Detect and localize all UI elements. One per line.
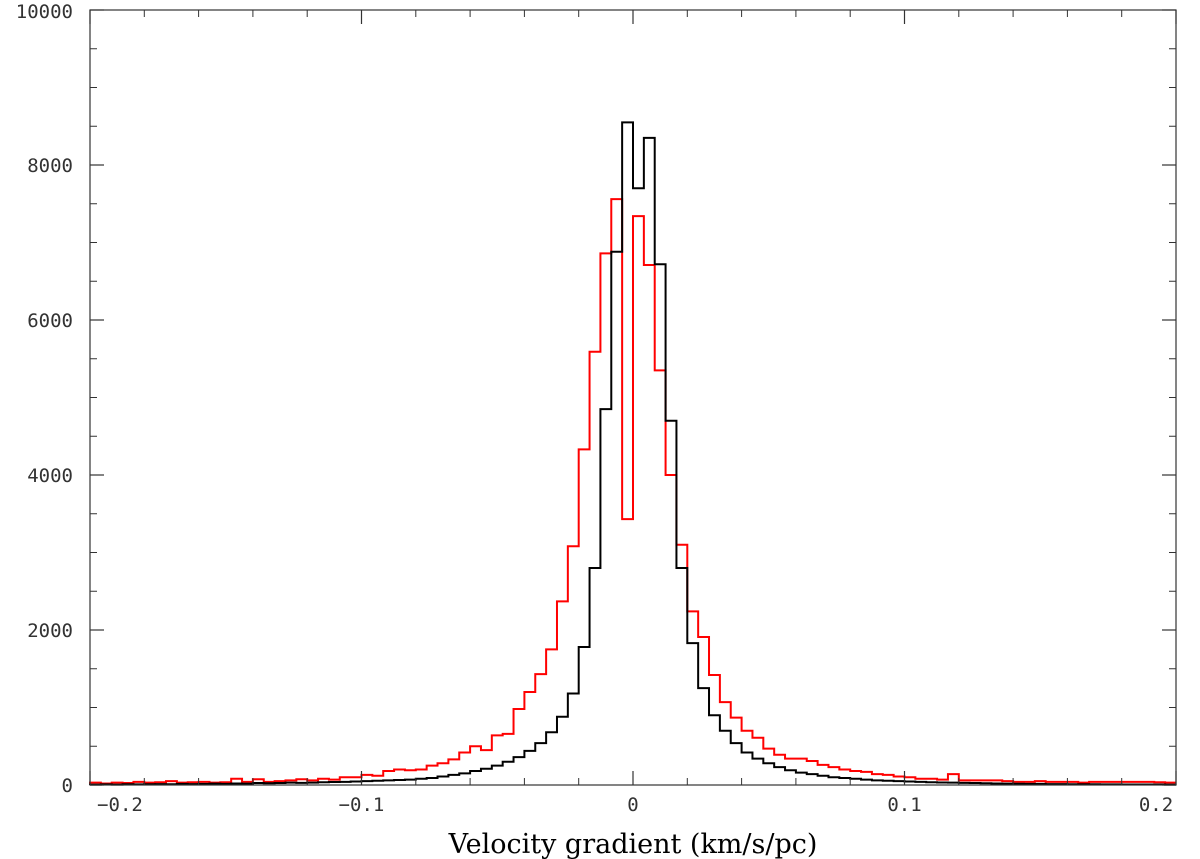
- y-tick-label: 0: [62, 775, 73, 797]
- y-tick-label: 4000: [27, 465, 73, 487]
- tick-layer: [89, 9, 1177, 786]
- x-tick-label: −0.1: [339, 794, 385, 816]
- x-axis-title: Velocity gradient (km/s/pc): [448, 829, 818, 859]
- x-tick-label: 0.2: [1139, 794, 1173, 816]
- y-tick-label: 10000: [16, 1, 73, 23]
- series-layer: [89, 121, 1176, 786]
- y-tick-label: 2000: [27, 620, 73, 642]
- y-tick-label: 6000: [27, 310, 73, 332]
- series-0-step-line: [89, 121, 1176, 786]
- x-tick-label: −0.2: [97, 794, 143, 816]
- x-tick-label: 0: [627, 794, 638, 816]
- series-1-step-line: [89, 198, 1176, 785]
- x-tick-label: 0.1: [887, 794, 921, 816]
- y-tick-label: 8000: [27, 155, 73, 177]
- tick-label-layer: −0.2 −0.1 0 0.1 0.2 0 2000 4000 6000 8000 10000: [16, 1, 1173, 816]
